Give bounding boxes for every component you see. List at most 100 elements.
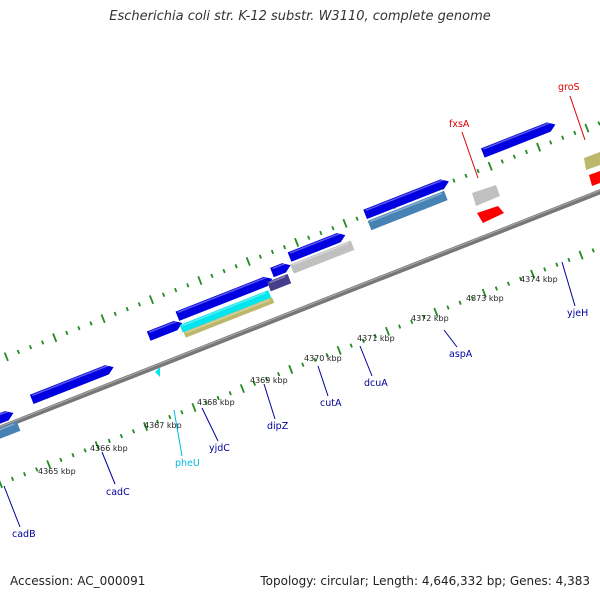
tick-mark: [567, 257, 571, 263]
feature-layer: [0, 121, 600, 439]
genome-backbone: [0, 189, 600, 431]
gene-yjeH-arrow-shine: [483, 121, 552, 150]
tick-mark: [228, 391, 232, 396]
tick-mark: [282, 245, 287, 250]
tick-mark: [168, 414, 172, 420]
gene-fxsA-arrow: [477, 206, 504, 223]
tick-mark: [234, 264, 238, 269]
tick-mark: [342, 218, 348, 228]
tick-mark: [294, 237, 300, 247]
tick-mark: [119, 433, 123, 439]
gene-reverse-left-arrow: [0, 421, 21, 439]
gene-grey-arrow: [290, 240, 355, 274]
gene-label-cadC: cadC: [106, 487, 130, 498]
tick-mark: [3, 352, 9, 362]
tick-mark: [512, 154, 516, 159]
gene-tan-arrow-shine: [185, 299, 271, 334]
tick-mark: [277, 371, 281, 377]
tick-mark: [549, 140, 553, 145]
gene-label-groS: groS: [558, 82, 580, 93]
gene-label-leader: [263, 383, 276, 420]
tick-mark: [494, 286, 498, 291]
gene-reverse-left-arrow-shine: [0, 423, 15, 431]
tick-mark: [398, 324, 402, 329]
gene-cutA-arrow-shine: [272, 262, 287, 270]
tick-label: 4366 kbp: [90, 444, 128, 453]
tick-mark: [10, 476, 15, 482]
tick-mark: [156, 419, 160, 424]
gene-label-leader: [359, 345, 373, 377]
tick-mark: [319, 230, 323, 236]
tick-mark: [446, 305, 450, 310]
tick-mark: [162, 292, 166, 298]
tick-mark: [52, 333, 58, 343]
tick-mark: [113, 311, 117, 317]
tick-mark: [100, 314, 106, 324]
tick-mark: [458, 300, 462, 305]
tick-mark: [288, 364, 294, 374]
gene-label-cutA: cutA: [320, 398, 342, 409]
tick-mark: [186, 283, 190, 288]
tick-mark: [487, 161, 493, 171]
tick-mark: [349, 343, 353, 348]
gene-dark-arrow-shine: [269, 275, 286, 284]
gene-label-leader: [569, 95, 586, 141]
gene-yjdC-arrow-shine: [148, 320, 179, 333]
gene-aspA-arrow: [363, 179, 449, 220]
tick-mark: [543, 267, 547, 272]
genome-backbone-highlight: [0, 189, 600, 428]
tick-mark: [143, 422, 149, 432]
gene-steelblue-arrow-shine: [369, 192, 443, 223]
gene-label-dipZ: dipZ: [267, 421, 289, 432]
tick-mark: [23, 471, 27, 477]
accession-text: Accession: AC_000091: [10, 574, 146, 588]
gene-label-dcuA: dcuA: [364, 378, 388, 389]
gene-label-pheU: pheU: [175, 458, 200, 469]
tick-label: 4371 kbp: [357, 334, 395, 343]
label-layer: 4365 kbp 4366 kbp 4367 kbp 4368 kbp 4369 kbp…: [3, 82, 588, 540]
tick-mark: [519, 276, 523, 282]
tick-mark: [16, 349, 20, 355]
gene-dark-arrow: [267, 273, 292, 292]
tick-mark: [481, 288, 487, 298]
gene-dcuA-arrow: [287, 233, 346, 262]
tick-mark: [561, 135, 565, 140]
tick-mark: [0, 480, 3, 489]
gene-label-leader: [173, 409, 183, 457]
tick-label: 4374 kbp: [520, 275, 558, 284]
tick-mark: [258, 254, 262, 259]
tick-mark: [77, 325, 81, 331]
tick-mark: [591, 248, 595, 253]
tick-mark: [149, 295, 154, 305]
tick-mark: [452, 178, 456, 183]
tick-mark: [216, 395, 220, 401]
gene-tan-arrow: [183, 297, 275, 338]
tick-mark: [204, 400, 208, 405]
tick-mark: [476, 168, 480, 174]
gene-aspA-arrow-shine: [365, 178, 446, 212]
lower-tick-track: [0, 248, 595, 489]
tick-mark: [137, 302, 141, 307]
gene-yjeH-arrow: [481, 122, 556, 158]
gene-cadB-arrow-shine: [0, 410, 10, 416]
tick-mark: [239, 383, 245, 393]
gene-cyan-arrow: [179, 290, 272, 333]
tick-mark: [264, 376, 269, 382]
tick-mark: [46, 460, 52, 470]
tick-mark: [385, 326, 391, 336]
tick-mark: [584, 123, 590, 133]
gene-cadC-arrow: [29, 365, 114, 405]
tick-mark: [191, 403, 197, 413]
gene-label-leader: [561, 261, 576, 307]
gene-fxsA-grey: [472, 185, 500, 206]
tick-mark: [530, 269, 536, 279]
gene-label-leader: [201, 407, 219, 442]
tick-mark: [373, 333, 377, 339]
gene-label-yjeH: yjeH: [567, 308, 588, 319]
tick-mark: [28, 345, 33, 350]
tick-mark: [313, 357, 317, 363]
tick-mark: [270, 249, 275, 255]
tick-mark: [59, 457, 63, 463]
tick-mark: [536, 142, 542, 152]
